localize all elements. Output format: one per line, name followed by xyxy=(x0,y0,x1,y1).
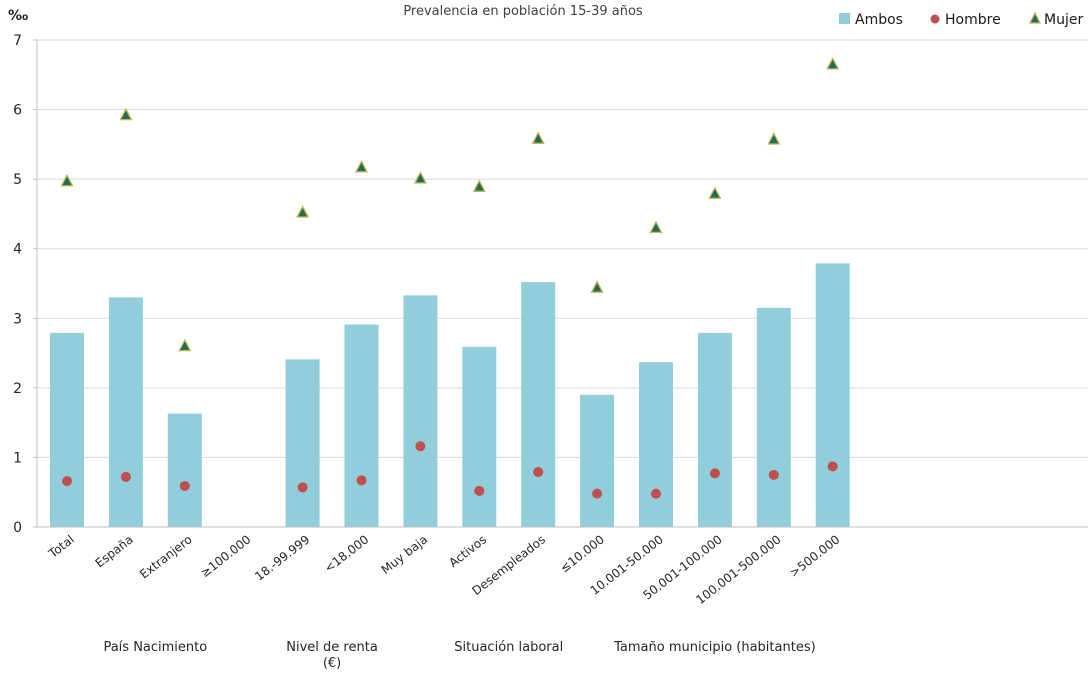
bar-ambos xyxy=(167,413,202,527)
bar-ambos xyxy=(403,295,438,527)
y-tick-label: 1 xyxy=(13,450,22,466)
triangle-mujer xyxy=(708,186,722,199)
bar-ambos xyxy=(697,332,732,527)
legend-label-ambos: Ambos xyxy=(855,12,903,28)
dot-hombre xyxy=(62,476,72,487)
dot-hombre xyxy=(533,467,544,478)
dot-series-hombre xyxy=(62,441,838,499)
y-tick-label: 4 xyxy=(13,242,22,258)
x-axis-group-labels: País Nacimiento Nivel de renta (€) Situació… xyxy=(103,640,815,671)
legend-label-mujer: Mujer xyxy=(1044,12,1083,28)
triangle-mujer xyxy=(826,56,840,70)
x-category-label: >500.000 xyxy=(787,532,843,580)
legend-swatch-hombre xyxy=(930,14,940,24)
gridlines xyxy=(33,39,1088,528)
triangle-mujer xyxy=(413,171,427,184)
triangle-mujer xyxy=(354,159,369,173)
triangle-mujer xyxy=(531,131,545,144)
dot-hombre xyxy=(179,480,190,491)
x-group-label: Nivel de renta (€) xyxy=(286,640,378,671)
x-group-label-line: Nivel de renta xyxy=(286,640,378,655)
triangle-series-mujer xyxy=(60,56,840,352)
y-axis-unit-label: ‰ xyxy=(8,8,28,24)
x-group-label-line: (€) xyxy=(323,656,341,671)
bar-ambos xyxy=(462,346,497,527)
legend-label-hombre: Hombre xyxy=(945,12,1001,28)
dot-hombre xyxy=(474,485,485,496)
triangle-mujer xyxy=(590,280,604,293)
bar-ambos xyxy=(521,282,556,527)
bar-ambos xyxy=(344,324,379,527)
bar-ambos xyxy=(639,362,673,527)
triangle-mujer xyxy=(178,338,192,352)
y-tick-label: 2 xyxy=(13,381,22,397)
y-tick-label: 6 xyxy=(13,103,22,119)
bar-ambos xyxy=(756,307,791,527)
legend-swatch-ambos xyxy=(839,13,850,24)
dot-hombre xyxy=(827,461,838,472)
x-category-label: ≤10.000 xyxy=(557,532,607,575)
x-group-label: Situación laboral xyxy=(454,640,563,655)
triangle-mujer xyxy=(649,220,663,233)
bar-ambos xyxy=(815,263,850,527)
y-tick-label: 0 xyxy=(13,520,22,536)
triangle-mujer xyxy=(60,173,74,187)
x-category-label: <18.000 xyxy=(322,532,372,575)
x-category-label: Extranjero xyxy=(137,532,194,581)
x-category-label: 18.-99.999 xyxy=(252,532,312,583)
x-group-label: País Nacimiento xyxy=(103,640,207,655)
bar-ambos xyxy=(285,359,320,527)
x-category-label: Muy baja xyxy=(379,532,431,577)
triangle-mujer xyxy=(472,179,486,192)
y-tick-label: 7 xyxy=(13,33,22,49)
triangle-mujer xyxy=(296,205,310,218)
x-category-label: ≥100.000 xyxy=(198,532,254,580)
x-category-label: España xyxy=(93,532,136,570)
legend-swatch-mujer xyxy=(1029,11,1041,24)
dot-hombre xyxy=(415,441,426,452)
y-axis-ticks: 0 1 2 3 4 5 6 7 xyxy=(13,33,22,536)
dot-hombre xyxy=(709,468,720,479)
dot-hombre xyxy=(297,482,308,493)
bar-series-ambos xyxy=(50,263,850,527)
x-category-label: Total xyxy=(45,532,76,561)
bar-ambos xyxy=(108,297,143,527)
dot-hombre xyxy=(768,469,779,480)
chart-title: Prevalencia en población 15-39 años xyxy=(403,4,643,19)
x-group-label: Tamaño municipio (habitantes) xyxy=(613,640,816,655)
bar-ambos xyxy=(50,332,84,527)
triangle-mujer xyxy=(767,132,781,145)
dot-hombre xyxy=(651,488,661,499)
legend: Ambos Hombre Mujer xyxy=(839,11,1083,28)
bar-ambos xyxy=(580,394,615,527)
dot-hombre xyxy=(356,475,367,486)
x-category-label: Activos xyxy=(446,532,489,570)
dot-hombre xyxy=(120,471,131,482)
dot-hombre xyxy=(592,488,603,499)
y-tick-label: 3 xyxy=(13,311,22,327)
y-tick-label: 5 xyxy=(13,172,22,188)
triangle-mujer xyxy=(119,107,133,121)
